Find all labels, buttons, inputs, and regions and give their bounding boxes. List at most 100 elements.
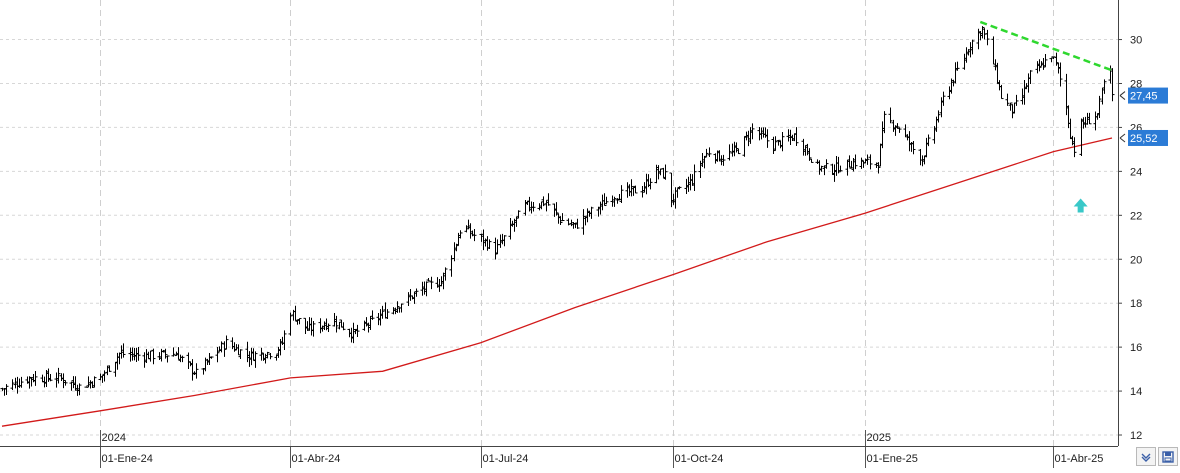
ohlc-bar [1041, 57, 1046, 70]
ohlc-bar [612, 196, 617, 207]
trendline-layer [979, 20, 1113, 72]
ohlc-bar [151, 348, 156, 365]
price-pointer-icon [1119, 91, 1126, 100]
ohlc-bar [102, 370, 107, 382]
moving-average-line [1, 137, 1113, 427]
ohlc-bar [581, 209, 586, 235]
ohlc-bar [546, 193, 551, 206]
ohlc-bar [1014, 94, 1019, 106]
ohlc-bar [985, 29, 990, 46]
ohlc-bar [1008, 102, 1013, 111]
ohlc-bar [773, 136, 778, 152]
ohlc-bar [1043, 53, 1048, 67]
ohlc-bar [426, 278, 431, 282]
ohlc-bar [180, 355, 185, 363]
ohlc-bar [63, 379, 68, 386]
year-tick-label: 2024 [102, 432, 126, 444]
ohlc-bar [429, 276, 434, 290]
ohlc-bar [288, 312, 293, 336]
ohlc-bar [56, 367, 61, 384]
year-tick-label: 2025 [867, 432, 891, 444]
ohlc-bar [1097, 95, 1102, 119]
ohlc-bar-layer [0, 26, 1115, 396]
ohlc-bar [1087, 112, 1092, 125]
ohlc-bar [999, 84, 1004, 100]
x-tick-label: 01-Abr-25 [1055, 453, 1104, 465]
ohlc-bar [48, 373, 53, 382]
ohlc-bar [633, 185, 638, 194]
ohlc-bar [897, 127, 902, 133]
ohlc-bar [171, 347, 176, 357]
ohlc-bar [566, 218, 571, 226]
ohlc-bar [1058, 62, 1063, 87]
ohlc-bar [619, 185, 624, 203]
ohlc-bar [1005, 93, 1010, 106]
ohlc-bar [865, 154, 870, 165]
ohlc-bar [554, 202, 559, 216]
ohlc-bar [77, 383, 82, 396]
y-tick-label: 16 [1130, 342, 1142, 354]
ohlc-bar [326, 323, 331, 332]
ohlc-bar [311, 320, 316, 337]
ohlc-bar [727, 144, 732, 161]
ohlc-bar [10, 379, 15, 390]
ohlc-bar [487, 239, 492, 250]
ohlc-bar [629, 179, 634, 197]
ohlc-bar [224, 335, 229, 350]
ohlc-bar [136, 347, 141, 361]
ohlc-bar [895, 123, 900, 129]
zoom-arrows-icon[interactable] [1136, 447, 1156, 466]
ohlc-bar [560, 213, 565, 222]
ohlc-bar [414, 288, 419, 297]
ohlc-bar [936, 110, 941, 123]
ohlc-bar [1102, 79, 1107, 94]
x-tick-label: 01-Jul-24 [483, 453, 529, 465]
ohlc-bar [341, 322, 346, 331]
ohlc-bar [107, 365, 112, 372]
ohlc-bar [780, 131, 785, 152]
y-tick-label: 28 [1130, 78, 1142, 90]
ohlc-bar [1051, 56, 1056, 60]
price-label-box [1128, 129, 1168, 146]
ohlc-bar [194, 363, 199, 379]
ohlc-bar [268, 353, 273, 360]
ohlc-bar [472, 229, 477, 242]
ohlc-bar [941, 91, 946, 106]
ohlc-bar [121, 343, 126, 358]
ohlc-bar [876, 162, 881, 174]
price-label-box [1128, 87, 1168, 104]
price-pointer-icon [1119, 133, 1126, 143]
ohlc-bar [424, 281, 429, 297]
ohlc-bar [380, 305, 385, 319]
ohlc-bar [911, 140, 916, 155]
ohlc-bar [399, 303, 404, 313]
ohlc-bar [926, 134, 931, 147]
ohlc-bar [824, 159, 829, 169]
ohlc-bar [541, 196, 546, 207]
ohlc-bar [702, 155, 707, 169]
ohlc-bar [677, 186, 682, 190]
y-tick-label: 20 [1130, 254, 1142, 266]
ohlc-bar [750, 123, 755, 140]
ohlc-bar [707, 147, 712, 157]
ohlc-bar [92, 376, 97, 388]
ohlc-bar [868, 154, 873, 170]
ohlc-bar [458, 230, 463, 239]
ohlc-bar [355, 324, 360, 338]
ohlc-bar [736, 148, 741, 155]
ohlc-bar [84, 386, 89, 388]
ohlc-bar [265, 351, 270, 359]
ohlc-bar [493, 237, 498, 260]
ohlc-bar [297, 318, 302, 325]
save-icon[interactable] [1158, 447, 1178, 466]
y-tick-label: 14 [1130, 386, 1142, 398]
ohlc-bar [604, 196, 609, 205]
ohlc-bar [165, 355, 170, 363]
ohlc-bar [19, 376, 24, 388]
moving-average-layer [1, 137, 1113, 427]
ohlc-bar [219, 341, 224, 353]
ohlc-bar [838, 165, 843, 172]
